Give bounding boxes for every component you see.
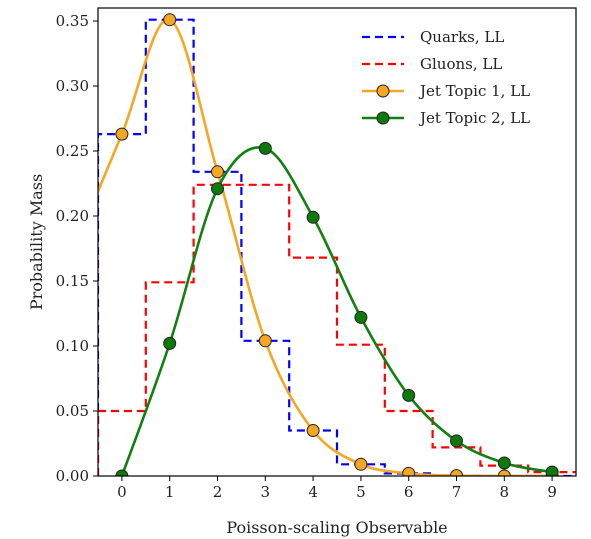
x-tick-label-2: 2: [213, 483, 223, 501]
x-tick-label-6: 6: [404, 483, 414, 501]
plot-frame: [97, 7, 577, 477]
x-tick-label-1: 1: [165, 483, 175, 501]
x-tick-label-0: 0: [117, 483, 127, 501]
series-3-point-6: [402, 466, 416, 476]
series-4-point-1: [163, 336, 177, 350]
x-tick-label-5: 5: [356, 483, 366, 501]
series-4-point-7: [450, 434, 463, 448]
y-tick-label-7: 0.35: [56, 12, 89, 30]
y-tick-label-3: 0.15: [56, 272, 89, 290]
series-3-point-0: [115, 127, 129, 141]
series-4-point-5: [354, 310, 368, 324]
y-tick-label-5: 0.25: [56, 142, 89, 160]
legend-marker-4: [376, 111, 390, 125]
legend-marker-3: [376, 84, 390, 98]
x-tick-label-3: 3: [261, 483, 271, 501]
y-tick-label-6: 0.30: [56, 77, 89, 95]
x-tick-label-4: 4: [308, 483, 318, 501]
y-tick-label-4: 0.20: [56, 207, 89, 225]
series-4-point-9: [545, 465, 559, 476]
series-3-point-5: [354, 457, 368, 471]
series-3-point-3: [258, 334, 272, 348]
series-4-point-4: [306, 210, 320, 224]
x-tick-label-8: 8: [500, 483, 510, 501]
x-tick-label-9: 9: [547, 483, 557, 501]
y-axis-label: Probability Mass: [27, 174, 46, 310]
series-4-point-8: [497, 456, 511, 470]
series-4-point-6: [402, 388, 416, 402]
x-tick-label-7: 7: [452, 483, 462, 501]
series-4-point-2: [211, 182, 224, 196]
x-axis-label: Poisson-scaling Observable: [226, 518, 447, 537]
ticks-layer: 0 1 2 3 4 5 6 7 8 9 0.00 0.05 0.10 0.15 0.20 0.25 0.30 0.…: [56, 12, 557, 501]
legend-label-1: Quarks, LL: [420, 28, 504, 46]
series-3-point-1: [163, 13, 177, 27]
y-tick-label-0: 0.00: [56, 467, 89, 485]
legend: Quarks, LL Gluons, LL Jet Topic 1, LL Jet T…: [362, 28, 530, 127]
series-2-step-line: [98, 183, 576, 476]
series-3-point-2: [211, 165, 224, 179]
y-tick-label-1: 0.05: [56, 402, 89, 420]
series-4-point-0: [115, 469, 129, 476]
y-tick-label-2: 0.10: [56, 337, 89, 355]
series-4-line: [120, 146, 553, 476]
series-3-point-4: [306, 424, 320, 437]
legend-label-4: Jet Topic 2, LL: [418, 109, 530, 127]
series-4-point-3: [258, 141, 272, 155]
legend-label-2: Gluons, LL: [420, 55, 502, 73]
legend-label-3: Jet Topic 1, LL: [418, 82, 530, 100]
